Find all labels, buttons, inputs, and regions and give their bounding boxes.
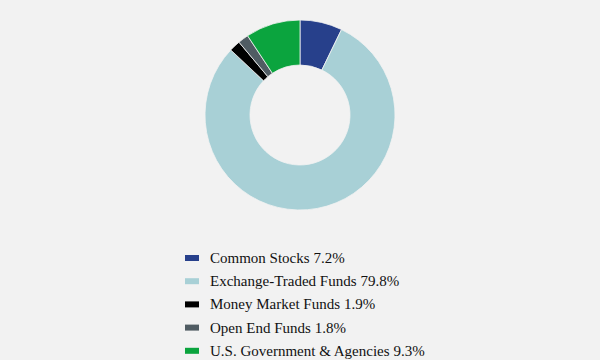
legend-swatch bbox=[185, 348, 199, 354]
legend-value: 7.2% bbox=[314, 250, 345, 266]
slices bbox=[205, 20, 395, 210]
legend-swatch bbox=[185, 278, 199, 284]
legend-label: Common Stocks bbox=[210, 250, 310, 266]
legend-label: Exchange-Traded Funds bbox=[210, 273, 357, 289]
legend-entry: U.S. Government & Agencies9.3% bbox=[210, 343, 425, 359]
legend-entry: Money Market Funds1.9% bbox=[210, 296, 375, 312]
legend-label: Money Market Funds bbox=[210, 296, 340, 312]
legend-value: 1.8% bbox=[315, 320, 346, 336]
legend-swatch bbox=[185, 301, 199, 307]
legend-value: 1.9% bbox=[344, 296, 375, 312]
legend-value: 79.8% bbox=[361, 273, 400, 289]
legend-label: U.S. Government & Agencies bbox=[210, 343, 390, 359]
chart: Common Stocks7.2% Exchange-Traded Funds79… bbox=[0, 0, 600, 360]
legend-entry: Open End Funds1.8% bbox=[210, 320, 346, 336]
legend-swatch bbox=[185, 325, 199, 331]
legend-value: 9.3% bbox=[394, 343, 425, 359]
legend-entry: Exchange-Traded Funds79.8% bbox=[210, 273, 399, 289]
legend-swatch bbox=[185, 255, 199, 261]
legend-entry: Common Stocks7.2% bbox=[210, 250, 345, 266]
slice bbox=[248, 20, 300, 73]
legend: Common Stocks7.2% Exchange-Traded Funds79… bbox=[185, 250, 425, 359]
legend-label: Open End Funds bbox=[210, 320, 311, 336]
